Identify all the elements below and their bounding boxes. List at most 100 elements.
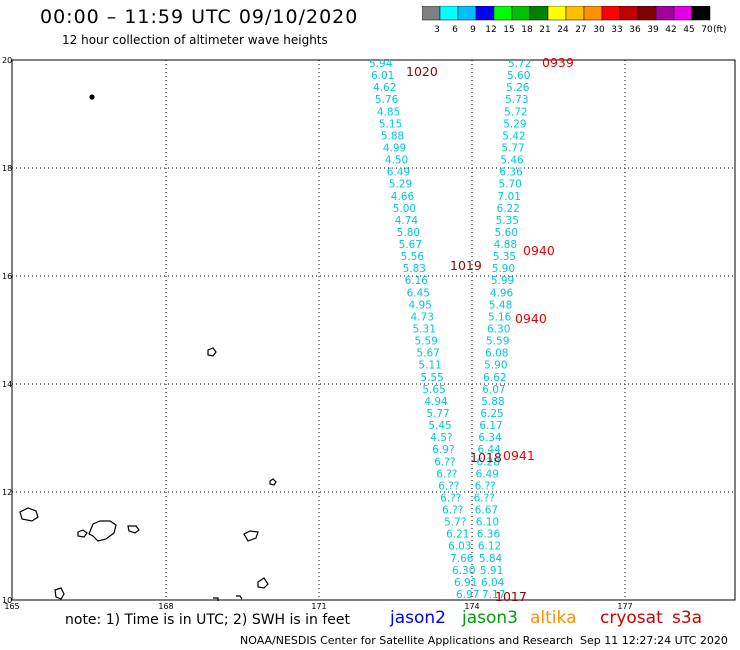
colorbar-swatch: [691, 6, 711, 21]
legend-jason3: jason3: [462, 608, 518, 628]
swh-value: 5.90: [492, 263, 515, 275]
swh-value: 6.12: [478, 541, 501, 553]
swh-value: 4.96: [490, 287, 514, 299]
swh-value: 5.60: [495, 227, 518, 239]
swh-value: 6.22: [497, 203, 520, 215]
swh-value: 5.00: [393, 203, 416, 215]
swh-value: 5.80: [397, 227, 420, 239]
colorbar-label: 45: [683, 25, 694, 35]
colorbar-label: 6: [452, 25, 458, 35]
swh-value: 5.48: [489, 299, 512, 311]
swh-track-left: 5.946.014.625.764.855.155.884.994.506.49…: [369, 58, 479, 601]
swh-value: 5.88: [381, 130, 404, 142]
swh-value: 5.72: [508, 58, 531, 70]
swh-value: 6.30: [452, 565, 475, 577]
page-title: 00:00 – 11:59 UTC 09/10/2020: [40, 6, 359, 28]
swh-value: 5.88: [481, 396, 504, 408]
swh-value: 5.55: [420, 372, 443, 384]
swh-value: 6.17: [479, 420, 502, 432]
swh-value: 5.72: [504, 106, 527, 118]
swh-value: 6.30: [487, 324, 510, 336]
swh-value: 7.17: [482, 589, 505, 601]
legend-jason2: jason2: [390, 608, 446, 628]
swh-value: 4.88: [494, 239, 517, 251]
lon-label: 171: [311, 602, 326, 611]
pass-time-label: 1018: [470, 450, 502, 465]
colorbar-label: 42: [665, 25, 676, 35]
swh-value: 6.25: [480, 408, 503, 420]
swh-value: 6.62: [483, 372, 506, 384]
island-atoll-b: [127, 525, 140, 534]
lat-label: 12: [2, 488, 12, 497]
swh-value: 4.73: [411, 311, 434, 323]
swh-value: 5.84: [479, 553, 503, 565]
colorbar-label: 30: [593, 25, 605, 35]
pass-time-label: 1020: [406, 64, 438, 79]
swh-value: 6.??: [436, 468, 457, 480]
swh-value: 4.94: [424, 396, 448, 408]
colorbar-label: 70: [701, 25, 713, 35]
swh-value: 4.66: [391, 191, 415, 203]
lon-label: 174: [464, 602, 479, 611]
island-atoll-g: [236, 595, 243, 600]
swh-track-right: 5.725.605.265.735.725.295.425.775.466.36…: [474, 58, 532, 601]
swh-value: 6.49: [387, 167, 410, 179]
swh-value: 5.91: [480, 565, 503, 577]
generated-timestamp: Sep 11 12:27:24 UTC 2020: [580, 634, 728, 647]
legend-cryosat: cryosat: [600, 608, 663, 628]
lat-label: 10: [2, 596, 12, 605]
lat-label: 16: [2, 272, 12, 281]
swh-value: 4.62: [373, 82, 396, 94]
swh-value: 4.50: [385, 155, 408, 167]
swh-value: 5.42: [502, 130, 525, 142]
swh-value: 6.??: [474, 492, 495, 504]
swh-value: 6.91: [454, 577, 477, 589]
swh-value: 6.??: [442, 505, 463, 517]
swh-value: 5.76: [375, 94, 399, 106]
island-atoll-a: [77, 529, 88, 538]
grid-lines: [12, 60, 735, 600]
swh-value: 5.29: [503, 118, 526, 130]
swh-value: 6.07: [482, 384, 505, 396]
colorbar-label: 12: [485, 25, 496, 35]
swh-value: 6.08: [485, 348, 508, 360]
pass-time-label: 0939: [542, 55, 574, 70]
swh-value: 6.9?: [432, 444, 454, 456]
swh-value: 6.01: [371, 70, 394, 82]
swh-value: 5.73: [505, 94, 528, 106]
credit-line: NOAA/NESDIS Center for Satellite Applica…: [240, 634, 574, 647]
axis-labels: 165 168 171 174 177 20 18 16 14 12 10: [2, 56, 633, 611]
island-atoll-c: [243, 530, 259, 542]
island-atoll-d: [257, 577, 269, 589]
swh-value: 5.67: [399, 239, 422, 251]
swh-value: 7.66: [450, 553, 474, 565]
colorbar-label: 15: [503, 25, 514, 35]
swh-value: 6.49: [476, 468, 499, 480]
swh-value: 6.97: [456, 589, 479, 601]
lon-label: 177: [617, 602, 632, 611]
swh-value: 6.??: [440, 492, 461, 504]
colorbar-label: 9: [470, 25, 476, 35]
island-atoll-e: [54, 587, 65, 600]
swh-value: 5.35: [493, 251, 516, 263]
island-kwajalein-w: [19, 507, 39, 522]
coastlines: [19, 94, 277, 601]
colorbar-label: 24: [557, 25, 569, 35]
page-subtitle: 12 hour collection of altimeter wave hei…: [62, 33, 328, 47]
swh-value: 6.??: [475, 480, 496, 492]
swh-value: 7.01: [498, 191, 521, 203]
lon-label: 168: [158, 602, 173, 611]
swh-value: 5.31: [413, 324, 436, 336]
map-frame: [11, 59, 736, 601]
pass-time-label: 1019: [450, 258, 482, 273]
legend-s3a: s3a: [672, 608, 703, 628]
swh-value: 5.65: [422, 384, 445, 396]
swh-value: 6.10: [476, 517, 499, 529]
swh-value: 5.60: [507, 70, 530, 82]
swh-value: 5.77: [426, 408, 449, 420]
legend-altika: altika: [530, 608, 577, 628]
swh-value: 6.36: [499, 167, 523, 179]
swh-value: 5.67: [416, 348, 439, 360]
swh-value: 4.85: [377, 106, 400, 118]
